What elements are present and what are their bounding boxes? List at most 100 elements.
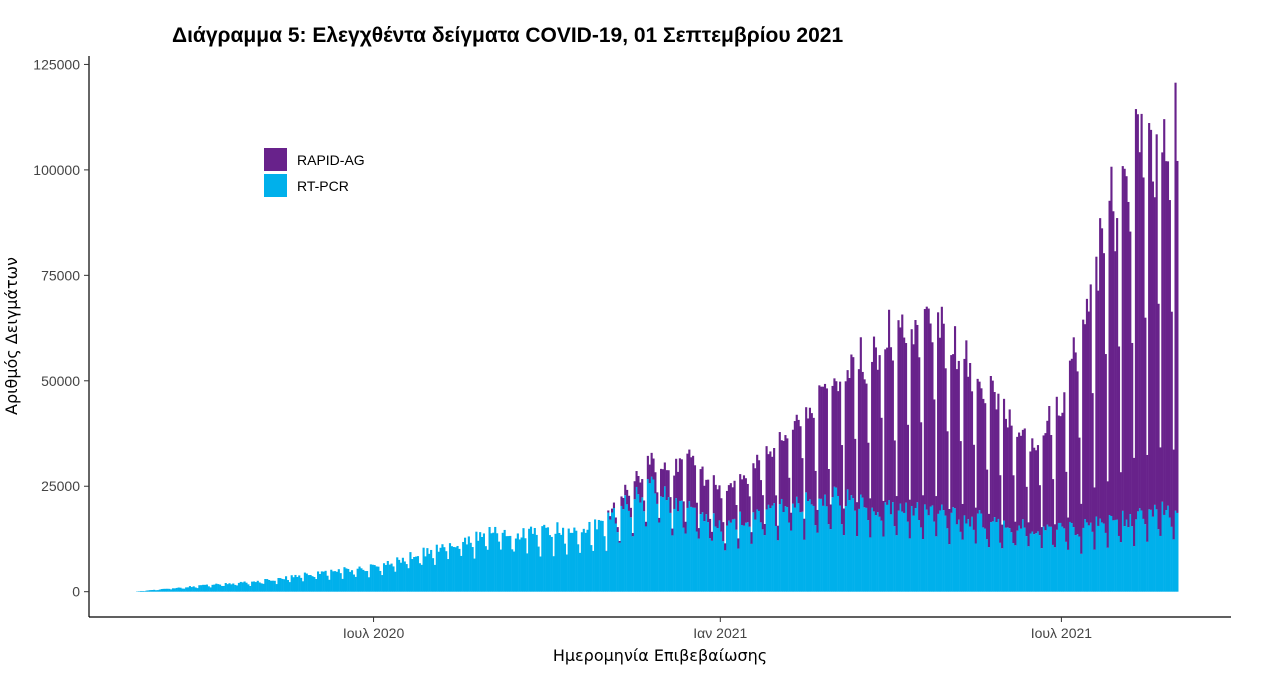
bar-rapid-ag [767,454,770,505]
bar-rt-pcr [816,532,819,592]
bar-rapid-ag [631,533,634,537]
bar-rt-pcr [671,535,674,592]
bar-rapid-ag [763,523,766,536]
bar-rapid-ag [710,531,714,541]
bar-rapid-ag [1165,161,1168,511]
bar-rt-pcr [1176,512,1179,592]
bar-rt-pcr [987,547,991,592]
bar-rapid-ag [1100,228,1104,523]
bar-rapid-ag [978,381,981,511]
bar-rt-pcr [852,498,855,592]
bar-rapid-ag [688,449,691,502]
bar-rt-pcr [431,558,435,592]
bar-rapid-ag [665,470,668,501]
bar-rt-pcr [616,532,619,592]
bar-rt-pcr [254,582,257,592]
bar-rt-pcr [918,520,921,592]
bar-rt-pcr [490,533,493,592]
bar-rt-pcr [394,571,397,592]
bar-rt-pcr [952,507,955,592]
bar-rapid-ag [1146,454,1149,542]
bar-rt-pcr [418,563,421,592]
bar-rt-pcr [1012,543,1015,592]
bar-rt-pcr [959,531,962,592]
bar-rapid-ag [952,354,955,508]
bar-rt-pcr [1104,532,1107,592]
bar-rt-pcr [1170,526,1173,592]
bar-rt-pcr [362,569,365,592]
bar-rt-pcr [185,587,188,592]
bar-rt-pcr [969,526,972,592]
bar-rapid-ag [735,505,738,530]
bar-rapid-ag [927,308,930,516]
bar-rt-pcr [820,498,823,592]
bar-rt-pcr [1025,536,1028,592]
bar-rapid-ag [1029,451,1032,534]
bar-rapid-ag [776,525,779,541]
bar-rt-pcr [872,511,876,592]
bar-rapid-ag [695,502,698,532]
bar-rt-pcr [162,588,165,592]
bar-rt-pcr [957,519,960,592]
plot-area [136,82,1179,592]
bar-rt-pcr [467,536,470,592]
bar-rt-pcr [1021,519,1024,592]
bar-rt-pcr [882,536,885,592]
bar-rt-pcr [908,538,911,592]
bar-rapid-ag [1074,352,1077,536]
bar-rt-pcr [639,502,642,592]
bar-rt-pcr [243,581,246,592]
bar-rt-pcr [667,497,670,592]
bar-rt-pcr [1029,533,1032,592]
bar-rt-pcr [505,536,508,592]
bar-rt-pcr [300,577,303,592]
bar-rapid-ag [833,378,836,487]
bar-rt-pcr [217,584,220,592]
bar-rt-pcr [889,514,893,592]
bar-rt-pcr [1123,526,1126,592]
bar-rapid-ag [741,479,744,525]
bar-rt-pcr [697,538,700,592]
bar-rt-pcr [298,575,301,592]
bar-rt-pcr [582,528,585,592]
bar-rt-pcr [665,500,668,592]
bar-rapid-ag [831,385,834,498]
bar-rt-pcr [595,529,599,592]
bar-rapid-ag [808,407,811,500]
bar-rt-pcr [317,571,320,592]
bar-rt-pcr [209,587,212,592]
bar-rt-pcr [716,528,719,592]
bar-rapid-ag [1084,324,1087,520]
bar-rt-pcr [876,512,879,592]
bar-rt-pcr [484,546,487,592]
bar-rapid-ag [938,337,942,511]
bar-rapid-ag [989,376,992,523]
bar-rt-pcr [1133,546,1136,592]
bar-rt-pcr [488,527,491,592]
bar-rt-pcr [482,533,485,592]
legend-swatch-rt-pcr [264,174,287,197]
bar-rt-pcr [575,530,578,592]
bar-rt-pcr [349,571,352,592]
bar-rt-pcr [1095,516,1098,592]
bar-rapid-ag [863,379,866,508]
bar-rapid-ag [1055,396,1058,530]
bar-rt-pcr [808,499,811,592]
bar-rapid-ag [676,471,680,512]
bar-rt-pcr [139,590,143,592]
legend-swatch-rapid-ag [264,148,287,171]
bar-rt-pcr [961,539,964,592]
bar-rt-pcr [1010,532,1013,592]
bar-rt-pcr [164,588,167,592]
bar-rt-pcr [252,581,256,592]
bar-rt-pcr [565,554,568,592]
bar-rapid-ag [855,502,859,537]
bar-rt-pcr [516,533,519,592]
bar-rt-pcr [629,517,632,592]
bar-rapid-ag [769,451,772,508]
bar-rapid-ag [1051,479,1055,545]
bar-rapid-ag [620,496,623,506]
bar-rapid-ag [1106,481,1109,548]
bar-rt-pcr [633,499,636,592]
bar-rapid-ag [782,440,785,512]
